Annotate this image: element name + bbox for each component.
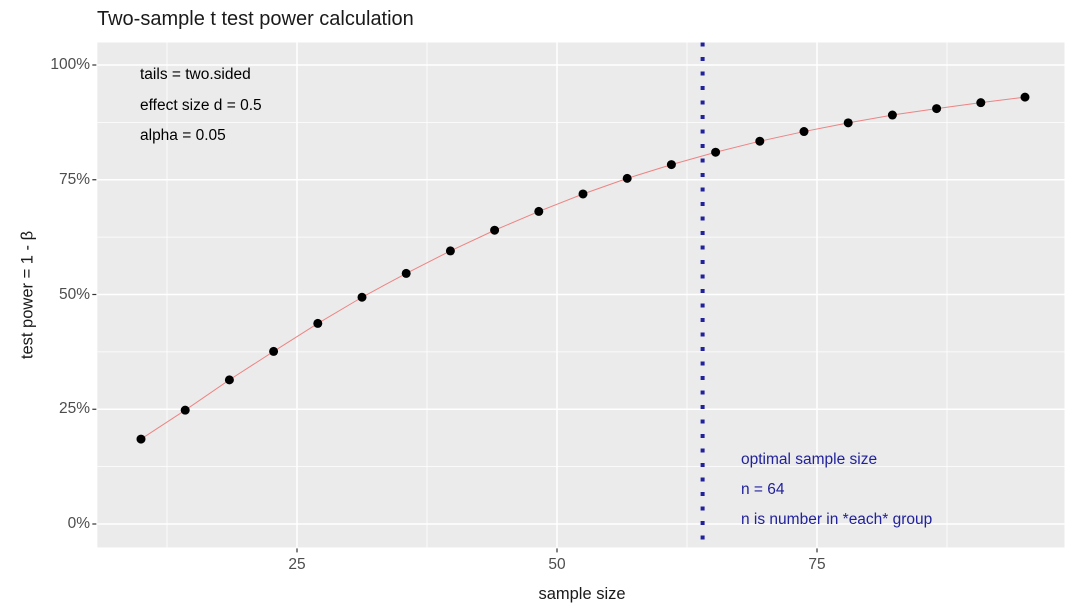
annotation-effect-size: effect size d = 0.5 <box>140 96 262 114</box>
y-tick-label: 25% <box>58 400 90 418</box>
power-point <box>932 104 942 114</box>
power-point <box>269 346 279 356</box>
annotation-optimal-n: n = 64 <box>741 481 785 498</box>
y-tick-label: 0% <box>67 515 90 532</box>
power-point <box>976 98 986 108</box>
annotation-optimal-title: optimal sample size <box>741 451 878 468</box>
power-point <box>755 136 765 146</box>
power-point <box>136 434 146 444</box>
power-point <box>224 375 234 385</box>
x-axis-title: sample size <box>538 585 626 603</box>
power-point <box>180 405 190 415</box>
power-point <box>666 160 676 170</box>
optimal-sample-annotation: optimal sample size n = 64 n is number i… <box>741 445 932 535</box>
power-point <box>445 246 455 256</box>
power-point <box>799 127 809 137</box>
power-point <box>887 110 897 120</box>
annotation-optimal-note: n is number in *each* group <box>741 511 933 528</box>
power-point <box>711 147 721 157</box>
x-tick-label: 50 <box>548 556 566 573</box>
power-point <box>578 189 588 199</box>
y-tick-label: 75% <box>58 170 90 188</box>
power-point <box>534 206 544 216</box>
chart-title: Two-sample t test power calculation <box>97 8 414 30</box>
parameters-annotation: tails = two.sided effect size d = 0.5 al… <box>140 60 262 152</box>
y-tick-label: 50% <box>58 285 90 303</box>
power-point <box>401 268 411 278</box>
power-point <box>357 292 367 302</box>
annotation-alpha: alpha = 0.05 <box>140 127 226 144</box>
x-tick-label: 25 <box>288 556 306 573</box>
power-point <box>313 318 323 328</box>
annotation-tails: tails = two.sided <box>140 66 251 83</box>
y-tick-label: 100% <box>50 56 90 73</box>
power-point <box>843 118 853 128</box>
y-axis-title: test power = 1 - β <box>18 230 37 360</box>
power-point <box>622 173 632 183</box>
x-tick-label: 75 <box>808 556 826 573</box>
power-point <box>490 225 500 235</box>
power-point <box>1020 92 1030 102</box>
